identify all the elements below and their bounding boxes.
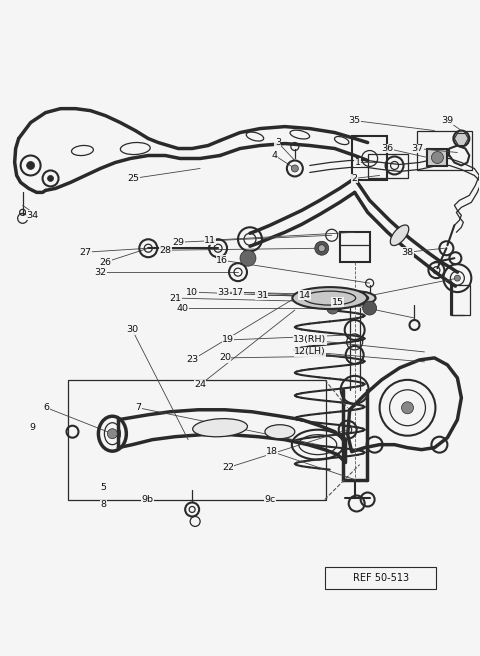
Text: 34: 34 — [26, 211, 39, 220]
Text: 32: 32 — [95, 268, 107, 277]
Text: 25: 25 — [127, 174, 139, 183]
Circle shape — [48, 175, 54, 182]
Circle shape — [454, 131, 469, 146]
Text: 1: 1 — [355, 158, 360, 167]
Ellipse shape — [265, 424, 295, 439]
Text: 10: 10 — [186, 287, 198, 297]
Text: 26: 26 — [99, 258, 111, 267]
Bar — [69, 380, 326, 499]
Text: 19: 19 — [222, 335, 234, 344]
Text: 27: 27 — [80, 248, 92, 256]
Bar — [452, 285, 470, 315]
Text: 11: 11 — [204, 236, 216, 245]
Text: 38: 38 — [401, 248, 414, 256]
Circle shape — [327, 302, 339, 314]
Circle shape — [318, 245, 325, 252]
Circle shape — [108, 429, 117, 439]
Circle shape — [432, 152, 444, 163]
Text: 21: 21 — [169, 294, 181, 302]
Circle shape — [315, 241, 329, 255]
Circle shape — [363, 301, 377, 315]
Text: 2: 2 — [352, 174, 358, 183]
Text: 16: 16 — [216, 256, 228, 265]
Text: 31: 31 — [256, 291, 268, 300]
Text: 17: 17 — [232, 287, 244, 297]
Text: 8: 8 — [100, 500, 107, 509]
Text: 29: 29 — [172, 237, 184, 247]
Text: 6: 6 — [44, 403, 49, 412]
Text: 14: 14 — [299, 291, 311, 300]
Text: 23: 23 — [186, 356, 198, 364]
Text: 37: 37 — [411, 144, 423, 153]
Text: 35: 35 — [348, 116, 361, 125]
Text: 40: 40 — [176, 304, 188, 312]
Bar — [340, 232, 370, 262]
Text: 18: 18 — [266, 447, 278, 456]
Text: 15: 15 — [332, 298, 344, 306]
Circle shape — [455, 275, 460, 281]
Ellipse shape — [292, 287, 367, 309]
Text: 4: 4 — [272, 151, 278, 160]
Bar — [352, 136, 386, 180]
Ellipse shape — [192, 419, 248, 437]
Text: 5: 5 — [100, 483, 107, 492]
Text: 9b: 9b — [141, 495, 153, 504]
Text: 39: 39 — [441, 116, 454, 125]
Circle shape — [402, 401, 413, 414]
Text: 36: 36 — [382, 144, 394, 153]
Text: 12(LH): 12(LH) — [294, 348, 325, 356]
Text: 9: 9 — [30, 423, 36, 432]
Bar — [418, 131, 472, 171]
Text: 9c: 9c — [264, 495, 276, 504]
Bar — [428, 148, 447, 167]
Text: 33: 33 — [217, 287, 229, 297]
Text: 28: 28 — [159, 246, 171, 255]
Bar — [368, 154, 408, 178]
Circle shape — [240, 250, 256, 266]
Text: REF 50-513: REF 50-513 — [352, 573, 408, 583]
Text: 30: 30 — [126, 325, 138, 335]
Text: 24: 24 — [194, 380, 206, 389]
Bar — [325, 567, 436, 589]
Ellipse shape — [390, 225, 409, 245]
Circle shape — [26, 161, 35, 169]
Text: 3: 3 — [275, 138, 281, 147]
Circle shape — [291, 165, 299, 172]
Circle shape — [350, 293, 360, 303]
Ellipse shape — [334, 291, 376, 305]
Text: 13(RH): 13(RH) — [293, 335, 326, 344]
Text: 22: 22 — [222, 463, 234, 472]
Text: 7: 7 — [135, 403, 141, 412]
Text: 20: 20 — [219, 354, 231, 362]
